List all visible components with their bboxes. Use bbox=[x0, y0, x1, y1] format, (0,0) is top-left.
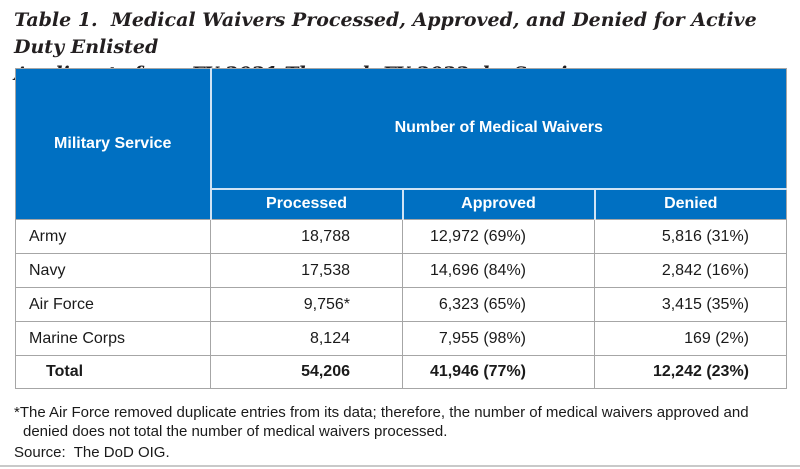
cell-approved-total: 41,946 (77%) bbox=[402, 355, 595, 389]
cell-denied-total: 12,242 (23%) bbox=[594, 355, 787, 389]
table-row-army: Army 18,788 12,972 (69%) 5,816 (31%) bbox=[15, 219, 787, 254]
header-military-service: Military Service bbox=[15, 68, 212, 220]
cell-denied: 3,415 (35%) bbox=[594, 287, 787, 322]
cell-processed: 17,538 bbox=[210, 253, 403, 288]
header-row-group: Military Service Number of Medical Waive… bbox=[15, 68, 787, 220]
cell-approved: 14,696 (84%) bbox=[402, 253, 595, 288]
cell-processed: 18,788 bbox=[210, 219, 403, 254]
table-row-navy: Navy 17,538 14,696 (84%) 2,842 (16%) bbox=[15, 253, 787, 288]
cell-processed: 9,756* bbox=[210, 287, 403, 322]
header-number-of-medical-waivers: Number of Medical Waivers bbox=[209, 68, 787, 190]
bottom-divider bbox=[0, 465, 800, 467]
header-row-subcolumns: Processed Approved Denied bbox=[16, 188, 787, 220]
table-body: Army 18,788 12,972 (69%) 5,816 (31%) Nav… bbox=[15, 219, 787, 389]
cell-approved: 7,955 (98%) bbox=[402, 321, 595, 356]
table-row-total: Total 54,206 41,946 (77%) 12,242 (23%) bbox=[15, 355, 787, 389]
cell-processed-total: 54,206 bbox=[210, 355, 403, 389]
header-approved: Approved bbox=[401, 188, 596, 220]
table-row-air-force: Air Force 9,756* 6,323 (65%) 3,415 (35%) bbox=[15, 287, 787, 322]
cell-service: Navy bbox=[15, 253, 211, 288]
table-header: Military Service Number of Medical Waive… bbox=[15, 68, 787, 220]
table-row-marine-corps: Marine Corps 8,124 7,955 (98%) 169 (2%) bbox=[15, 321, 787, 356]
source-line: Source: The DoD OIG. bbox=[14, 444, 170, 461]
header-processed: Processed bbox=[210, 188, 403, 220]
cell-approved: 12,972 (69%) bbox=[402, 219, 595, 254]
cell-denied: 169 (2%) bbox=[594, 321, 787, 356]
header-denied: Denied bbox=[594, 188, 787, 220]
cell-processed: 8,124 bbox=[210, 321, 403, 356]
table-title-line-1: Table 1. Medical Waivers Processed, Appr… bbox=[14, 9, 757, 58]
table-footnote: *The Air Force removed duplicate entries… bbox=[14, 404, 749, 440]
cell-approved: 6,323 (65%) bbox=[402, 287, 595, 322]
medical-waivers-table: Military Service Number of Medical Waive… bbox=[15, 68, 787, 389]
cell-denied: 2,842 (16%) bbox=[594, 253, 787, 288]
cell-service: Marine Corps bbox=[15, 321, 211, 356]
cell-service-total: Total bbox=[15, 355, 211, 389]
cell-service: Air Force bbox=[15, 287, 211, 322]
cell-denied: 5,816 (31%) bbox=[594, 219, 787, 254]
cell-service: Army bbox=[15, 219, 211, 254]
